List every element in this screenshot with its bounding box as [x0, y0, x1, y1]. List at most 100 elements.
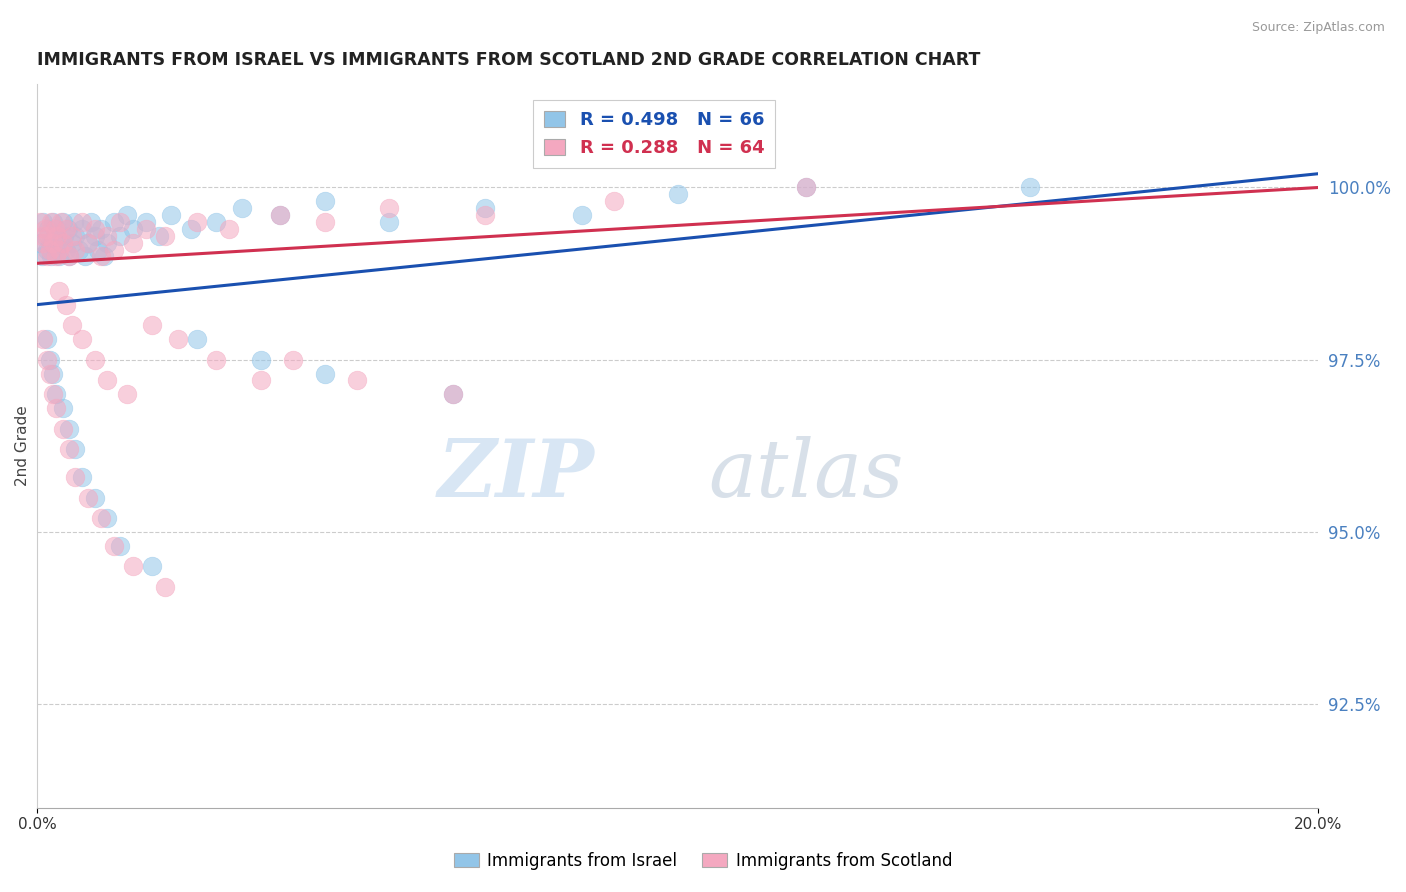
- Point: [34, 228, 56, 243]
- Point: [794, 180, 817, 194]
- Point: [38, 367, 60, 381]
- Point: [70, 332, 93, 346]
- Point: [231, 201, 253, 215]
- Point: [63, 215, 86, 229]
- Point: [48, 243, 70, 257]
- Point: [77, 235, 100, 250]
- Point: [103, 215, 125, 229]
- Point: [55, 298, 77, 312]
- Point: [35, 332, 58, 346]
- Y-axis label: 2nd Grade: 2nd Grade: [15, 406, 30, 486]
- Point: [46, 222, 69, 236]
- Legend: R = 0.498   N = 66, R = 0.288   N = 64: R = 0.498 N = 66, R = 0.288 N = 64: [533, 101, 775, 168]
- Point: [180, 222, 202, 236]
- Point: [58, 249, 80, 263]
- Point: [32, 215, 55, 229]
- Point: [58, 249, 80, 263]
- Point: [474, 201, 496, 215]
- Point: [666, 187, 689, 202]
- Point: [38, 352, 60, 367]
- Point: [35, 243, 58, 257]
- Text: ZIP: ZIP: [437, 436, 595, 514]
- Point: [60, 235, 83, 250]
- Point: [70, 470, 93, 484]
- Point: [34, 222, 56, 236]
- Point: [314, 367, 336, 381]
- Point: [250, 373, 273, 387]
- Point: [96, 228, 118, 243]
- Point: [93, 249, 115, 263]
- Point: [52, 215, 75, 229]
- Point: [83, 352, 105, 367]
- Point: [115, 387, 138, 401]
- Point: [218, 222, 240, 236]
- Point: [90, 511, 112, 525]
- Point: [73, 249, 96, 263]
- Point: [77, 235, 100, 250]
- Point: [58, 422, 80, 436]
- Point: [153, 580, 176, 594]
- Point: [70, 215, 93, 229]
- Point: [32, 235, 55, 250]
- Point: [52, 401, 75, 415]
- Point: [141, 559, 163, 574]
- Text: Source: ZipAtlas.com: Source: ZipAtlas.com: [1251, 21, 1385, 34]
- Point: [56, 222, 79, 236]
- Point: [55, 222, 77, 236]
- Point: [35, 249, 58, 263]
- Point: [65, 470, 87, 484]
- Point: [167, 332, 190, 346]
- Point: [52, 228, 75, 243]
- Point: [148, 228, 170, 243]
- Point: [110, 228, 132, 243]
- Point: [135, 222, 157, 236]
- Point: [205, 215, 228, 229]
- Point: [67, 243, 90, 257]
- Point: [52, 422, 75, 436]
- Point: [45, 387, 67, 401]
- Point: [314, 194, 336, 209]
- Point: [160, 208, 183, 222]
- Point: [794, 180, 817, 194]
- Point: [31, 249, 53, 263]
- Point: [269, 208, 291, 222]
- Point: [83, 228, 105, 243]
- Point: [115, 208, 138, 222]
- Point: [135, 215, 157, 229]
- Point: [45, 249, 67, 263]
- Point: [441, 387, 464, 401]
- Point: [87, 243, 110, 257]
- Point: [37, 222, 59, 236]
- Point: [46, 228, 69, 243]
- Point: [39, 215, 62, 229]
- Point: [32, 332, 55, 346]
- Point: [48, 249, 70, 263]
- Point: [90, 222, 112, 236]
- Point: [77, 491, 100, 505]
- Point: [30, 235, 52, 250]
- Point: [441, 387, 464, 401]
- Point: [250, 352, 273, 367]
- Point: [44, 222, 66, 236]
- Point: [474, 208, 496, 222]
- Point: [314, 215, 336, 229]
- Point: [122, 222, 145, 236]
- Point: [35, 352, 58, 367]
- Point: [42, 215, 65, 229]
- Point: [602, 194, 624, 209]
- Point: [346, 373, 368, 387]
- Point: [110, 539, 132, 553]
- Point: [60, 228, 83, 243]
- Point: [571, 208, 593, 222]
- Point: [90, 249, 112, 263]
- Point: [1019, 180, 1042, 194]
- Point: [96, 373, 118, 387]
- Point: [65, 442, 87, 457]
- Point: [141, 318, 163, 333]
- Point: [42, 367, 65, 381]
- Point: [31, 228, 53, 243]
- Point: [48, 284, 70, 298]
- Point: [38, 235, 60, 250]
- Text: atlas: atlas: [709, 436, 904, 514]
- Point: [205, 352, 228, 367]
